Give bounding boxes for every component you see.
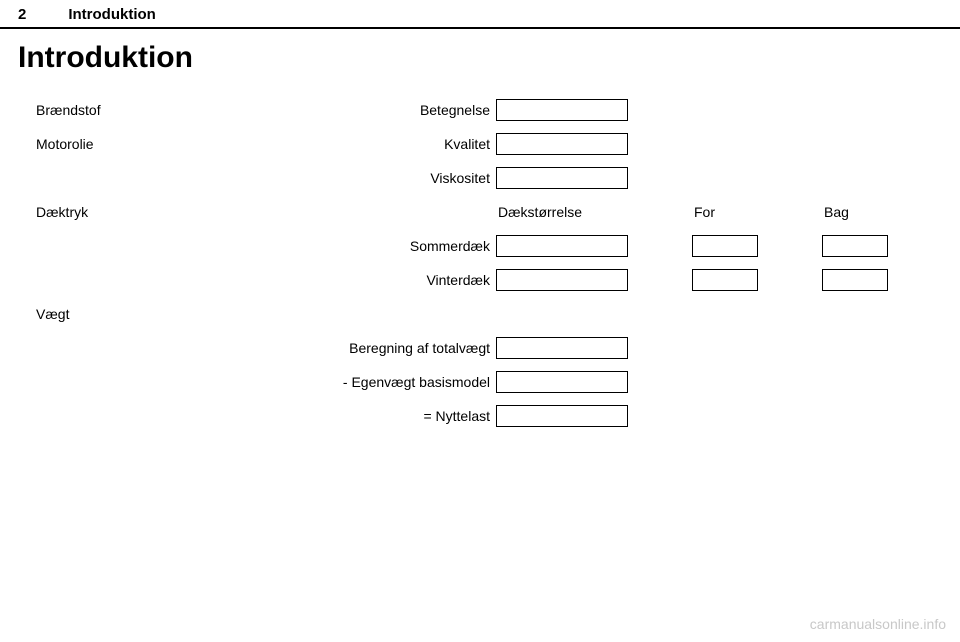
row-motoroil-quality: Motorolie Kvalitet: [36, 127, 924, 161]
label-payload: = Nyttelast: [196, 408, 496, 424]
label-summer: Sommerdæk: [336, 238, 496, 254]
field-designation[interactable]: [496, 99, 628, 121]
label-total-weight: Beregning af totalvægt: [196, 340, 496, 356]
row-viscosity: Viskositet: [36, 161, 924, 195]
row-winter: Vinterdæk: [36, 263, 924, 297]
label-viscosity: Viskositet: [336, 170, 496, 186]
page-number: 2: [18, 6, 26, 23]
row-fuel: Brændstof Betegnelse: [36, 93, 924, 127]
field-winter-front[interactable]: [692, 269, 758, 291]
row-payload: = Nyttelast: [36, 399, 924, 433]
col-header-rear: Bag: [822, 204, 888, 220]
row-kerb-weight: - Egenvægt basismodel: [36, 365, 924, 399]
field-total-weight[interactable]: [496, 337, 628, 359]
row-total-weight: Beregning af totalvægt: [36, 331, 924, 365]
col-header-size: Dækstørrelse: [496, 204, 628, 220]
field-summer-front[interactable]: [692, 235, 758, 257]
label-winter: Vinterdæk: [336, 272, 496, 288]
label-weight: Vægt: [36, 306, 336, 322]
main-heading: Introduktion: [0, 29, 960, 93]
row-summer: Sommerdæk: [36, 229, 924, 263]
label-fuel: Brændstof: [36, 102, 336, 118]
label-motoroil: Motorolie: [36, 136, 336, 152]
field-winter-size[interactable]: [496, 269, 628, 291]
field-winter-rear[interactable]: [822, 269, 888, 291]
field-quality[interactable]: [496, 133, 628, 155]
label-kerb-weight: - Egenvægt basismodel: [196, 374, 496, 390]
col-header-front: For: [692, 204, 758, 220]
watermark: carmanualsonline.info: [810, 616, 946, 632]
label-designation: Betegnelse: [336, 102, 496, 118]
field-viscosity[interactable]: [496, 167, 628, 189]
field-summer-size[interactable]: [496, 235, 628, 257]
label-tyre-pressure: Dæktryk: [36, 204, 336, 220]
field-summer-rear[interactable]: [822, 235, 888, 257]
field-payload[interactable]: [496, 405, 628, 427]
page-header-section: Introduktion: [68, 6, 155, 23]
field-kerb-weight[interactable]: [496, 371, 628, 393]
page-header: 2 Introduktion: [0, 0, 960, 29]
label-quality: Kvalitet: [336, 136, 496, 152]
form-area: Brændstof Betegnelse Motorolie Kvalitet …: [0, 93, 960, 433]
row-weight-header: Vægt: [36, 297, 924, 331]
row-tyre-headers: Dæktryk Dækstørrelse For Bag: [36, 195, 924, 229]
